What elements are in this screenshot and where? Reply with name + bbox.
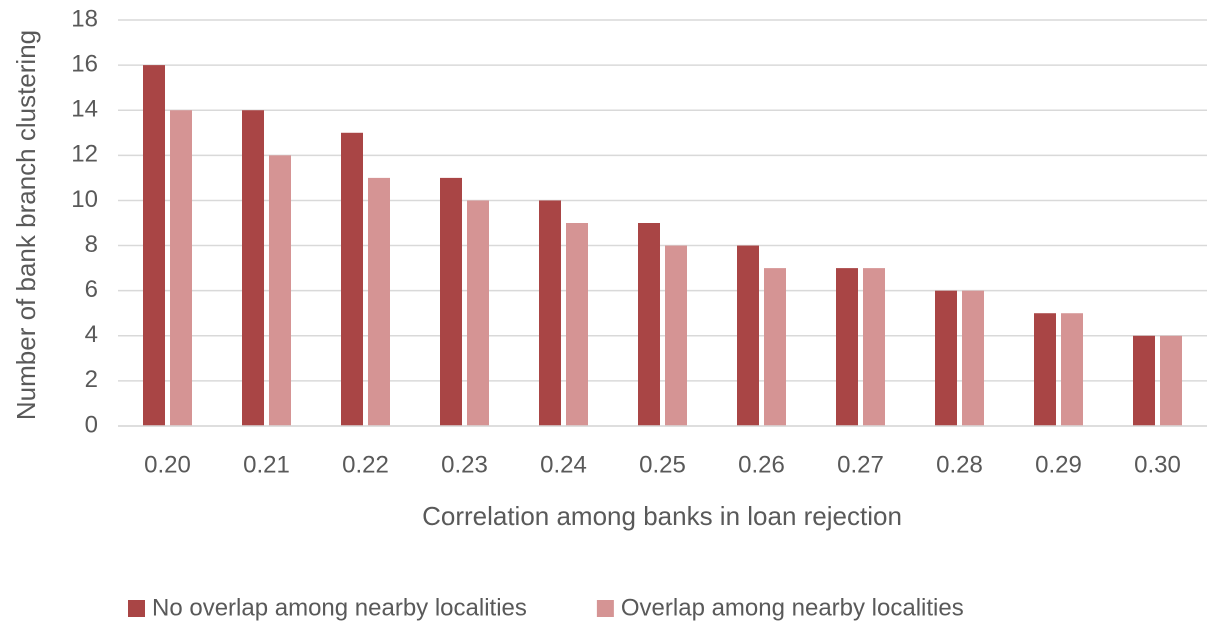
x-tick-label: 0.22 [342,451,389,478]
bar [269,155,291,427]
bar [368,177,390,426]
x-tick-label: 0.21 [243,451,290,478]
x-tick-label: 0.29 [1035,451,1082,478]
legend-swatch [128,600,145,617]
legend-swatch [596,600,614,617]
y-axis-title: Number of bank branch clustering [11,30,41,420]
bar [566,223,588,426]
bar [1034,313,1056,426]
y-tick-label: 0 [85,411,98,438]
bar [1061,313,1083,426]
y-tick-label: 16 [71,50,98,77]
x-tick-label: 0.25 [639,451,686,478]
bar [665,245,687,426]
bar [962,290,984,426]
bar [935,290,957,426]
bar [737,245,759,426]
bar [341,132,363,426]
bar [638,223,660,426]
x-tick-label: 0.28 [936,451,983,478]
y-tick-label: 18 [71,5,98,32]
bar [863,268,885,426]
x-axis-title: Correlation among banks in loan rejectio… [422,501,902,531]
bar [539,200,561,426]
bar [242,110,264,426]
bar [1160,335,1182,426]
bar [467,200,489,426]
y-tick-label: 2 [85,366,98,393]
x-tick-label: 0.20 [144,451,191,478]
legend-label: No overlap among nearby localities [152,594,527,621]
y-tick-label: 14 [71,96,98,123]
y-tick-label: 6 [85,276,98,303]
x-tick-label: 0.23 [441,451,488,478]
x-tick-label: 0.26 [738,451,785,478]
y-tick-label: 4 [85,321,98,348]
x-tick-label: 0.30 [1134,451,1181,478]
bar [1133,335,1155,426]
y-tick-label: 12 [71,141,98,168]
y-tick-label: 10 [71,186,98,213]
bar [836,268,858,426]
bar [170,110,192,426]
y-tick-label: 8 [85,231,98,258]
bar [764,268,786,426]
bar [440,177,462,426]
legend-label: Overlap among nearby localities [621,594,964,621]
x-tick-label: 0.27 [837,451,884,478]
x-tick-label: 0.24 [540,451,587,478]
bar [143,65,165,426]
